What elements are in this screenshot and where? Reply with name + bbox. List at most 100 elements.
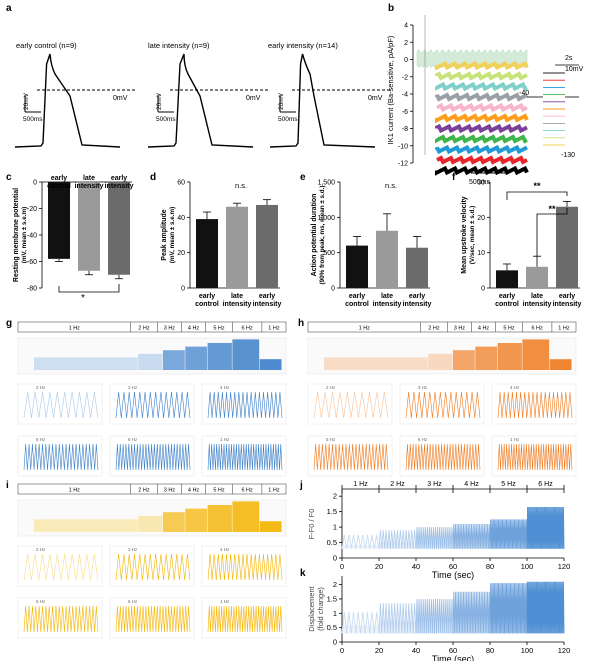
panel_g-subplot-trace [207,391,283,419]
panel_k-xtick-label: 0 [340,646,344,655]
panel_e-cat-label: intensity [403,301,432,308]
panel_i-freq-label: 3 Hz [164,488,176,494]
panel-j-label: j [300,480,303,491]
panel_h-overview-seg-2 [428,353,453,370]
panel-h-label: h [298,318,305,329]
b-current-trace-8 [435,92,528,102]
panel_h-overview-seg-5 [497,343,522,370]
panel_j-segment-fill-3 [416,541,453,549]
panel-a-label: a [6,3,12,14]
panel_g-freq-label: 2 Hz [138,326,150,332]
panel_i-freq-label: 1 Hz [69,488,81,494]
panel_c-bar-1 [48,182,70,259]
panel_g-subplot-frame [109,383,195,425]
panel_k-segment-fill-4 [453,614,490,634]
panel_e-ylabel-2: (90% from peak, ms, mean ± s.d.) [319,186,326,285]
panel_j-xtick-label: 60 [449,562,457,571]
panel_c-cat-label: control [47,183,71,190]
panel_k-xlabel: Time (sec) [432,654,474,661]
panel_i-overview-seg-7 [259,521,282,532]
panel_j-segment-fill-6 [527,529,564,549]
panel_h-subplot-trace [313,391,389,419]
panel_e-ylabel-1: Action potential duration [311,194,318,277]
panel_h-freq-bar [307,321,577,333]
panel_h-freq-label: 4 Hz [478,326,490,332]
panel-e-label: e [300,172,306,183]
panel_i-overview-seg-3 [162,512,185,532]
panel_e-bar-1 [346,245,368,288]
panel_d-ytick-label: 40 [177,215,185,222]
panel_g-freq-label: 3 Hz [164,326,176,332]
panel_c-cat-label: intensity [105,183,134,190]
panel_c-cat-label: early [51,175,67,182]
panel_e-cat-label: late [381,293,393,300]
panel_f-bar-2 [526,266,548,288]
panel_i-freq-label: 6 Hz [241,488,253,494]
panel_j-freq-label: 1 Hz [353,481,368,488]
panel_c-cat-label: early [111,175,127,182]
panel_e-ytick-label: 500 [323,250,335,257]
panel_f-cat-label: early [499,293,515,300]
panel_f-sig-bracket-1 [506,191,568,200]
panel_d-ytick-label: 20 [177,250,185,257]
panel_k-ylabel-2: (fold change) [316,587,325,631]
panel_e-ytick-label: 1,000 [317,215,335,222]
b-protocol-time: 2s [565,55,573,62]
panel-b-label: b [388,3,395,14]
panel_d-cat-label: intensity [253,301,282,308]
panel-a-traces: 0mV 20mV 500ms 0mV 20mV 500ms 0mV 20mV 500ms [14,53,390,148]
panel_h-freq-label: 6 Hz [531,326,543,332]
panel_k-xtick-label: 60 [449,646,457,655]
panel_i-subplot-trace [23,605,99,633]
panel_j-ytick-label: 2 [333,492,337,501]
panel_f-ylabel-1: Mean upstroke velocity [461,196,468,274]
panel_d-sig-label: n.s. [235,181,247,190]
panel-f-label: f [452,172,456,183]
b-current-trace-9 [435,81,528,92]
panel_j-ytick-label: 0 [333,554,337,563]
panel_i-overview-seg-5 [207,505,232,532]
panel_h-subplot-label: 3 Hz [418,385,428,390]
panel_h-overview-seg-4 [475,346,498,370]
panel_k-segment-5 [489,583,528,634]
panel_j-ytick-label: 0.5 [327,538,337,547]
panel_g-subplot-label: 3 Hz [128,385,138,390]
panel_i-subplot-label: 5 Hz [36,599,46,604]
b-current-trace-2 [436,155,528,165]
panel_d-cat-label: early [199,293,215,300]
panel_h-subplot-trace [497,391,573,419]
panel_j-freq-label: 3 Hz [427,481,442,488]
panel_e-bar-3 [406,247,428,288]
panel_d-ylabel-1: Peak amplitude [161,209,168,260]
panel_j-ytick-label: 1 [333,523,337,532]
panel-c-label: c [6,172,12,183]
panel_i-subplot-label: 2 Hz [36,547,46,552]
panel_g-freq-label: 1 Hz [268,326,280,332]
b-current-trace-6 [435,113,529,124]
panel_i-subplot-frame [17,545,103,587]
panel_e-cat-label: control [345,301,369,308]
panel_c-ylabel-2: (mV, mean ± s.e.m) [21,207,28,263]
panel_g-subplot-label: 5 Hz [36,437,46,442]
panel-i-label: i [6,480,9,491]
panel_k-xtick-label: 120 [558,646,571,655]
panel_c-ytick-label: -20 [27,206,37,213]
panel_c-ylabel-1: Resting membrane potential [13,188,20,282]
b-ytick-label: 0 [404,57,408,64]
panel-b-chart: 4 2 0 -2 -4 -6 -8 -10 -12 500ms 2s 10mV -40 -130 IK1 … [386,15,584,186]
panel_f-cat-label: early [559,293,575,300]
b-current-trace-4 [435,134,528,144]
panel_h-overview-seg-1 [324,357,428,370]
panel_f-ytick-label: 0 [481,286,485,293]
panel_f-ytick-label: 30 [477,180,485,187]
panel_j-segment-4 [452,523,491,549]
panel_g-subplot-trace [115,443,191,471]
panel_k-segment-fill-5 [490,609,527,634]
b-current-trace-5 [435,123,528,134]
panel_g-overview-seg-5 [207,343,232,370]
panel_j-freq-label: 5 Hz [501,481,516,488]
panel_e-cat-label: early [349,293,365,300]
ap-scale-v-label-2: 20mV [156,92,163,110]
panel_j-segment-6 [526,506,565,549]
panel-a-title-1: early control (n=9) [16,41,77,50]
